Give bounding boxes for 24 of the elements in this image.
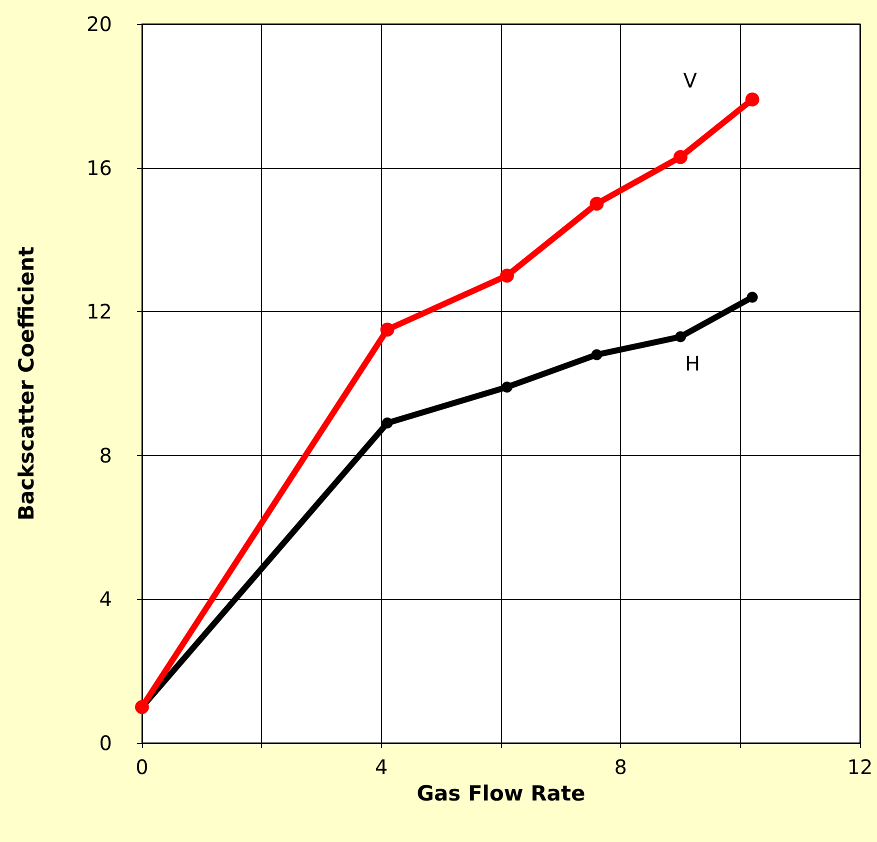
text: V	[683, 68, 698, 92]
point	[500, 268, 514, 283]
y-tick-label: 12	[86, 300, 112, 324]
y-tick-label: 16	[86, 156, 112, 180]
y-tick-label: 20	[86, 12, 112, 36]
point	[380, 322, 394, 337]
y-tick-label: 4	[99, 587, 112, 612]
point	[590, 196, 604, 211]
series-label: H	[685, 351, 700, 376]
y-axis-title: Backscatter Coefficient	[14, 246, 38, 521]
x-tick-label: 12	[847, 755, 873, 779]
point	[675, 331, 686, 342]
point	[382, 418, 393, 429]
x-tick-label: 0	[136, 755, 148, 779]
y-tick-label: 0	[99, 731, 112, 755]
y-tick-label: 8	[99, 443, 112, 468]
point	[745, 92, 760, 106]
point	[501, 382, 512, 393]
x-axis-title: Gas Flow Rate	[416, 782, 586, 806]
point	[674, 150, 688, 164]
x-tick-label: 4	[374, 755, 388, 779]
point	[591, 349, 602, 360]
point	[746, 292, 758, 303]
x-tick-label: 8	[614, 755, 628, 779]
